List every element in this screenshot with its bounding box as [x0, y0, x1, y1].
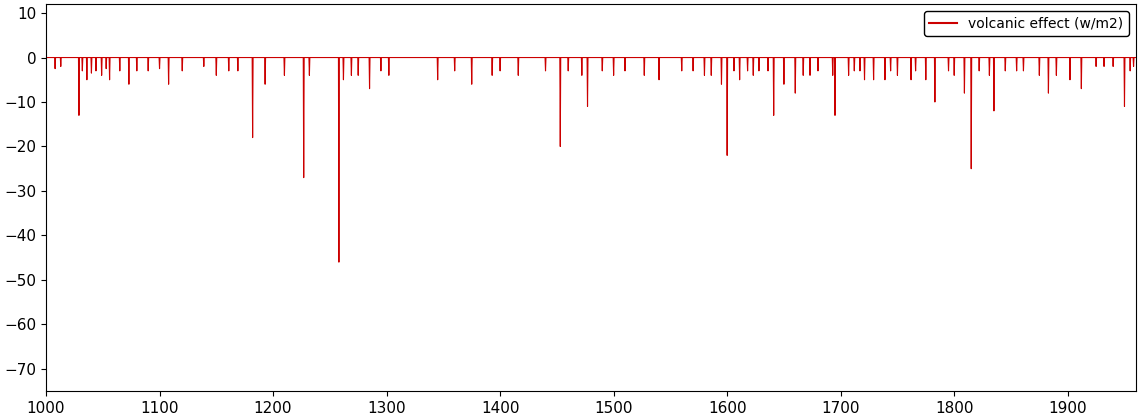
Legend: volcanic effect (w/m2): volcanic effect (w/m2)	[923, 11, 1129, 36]
